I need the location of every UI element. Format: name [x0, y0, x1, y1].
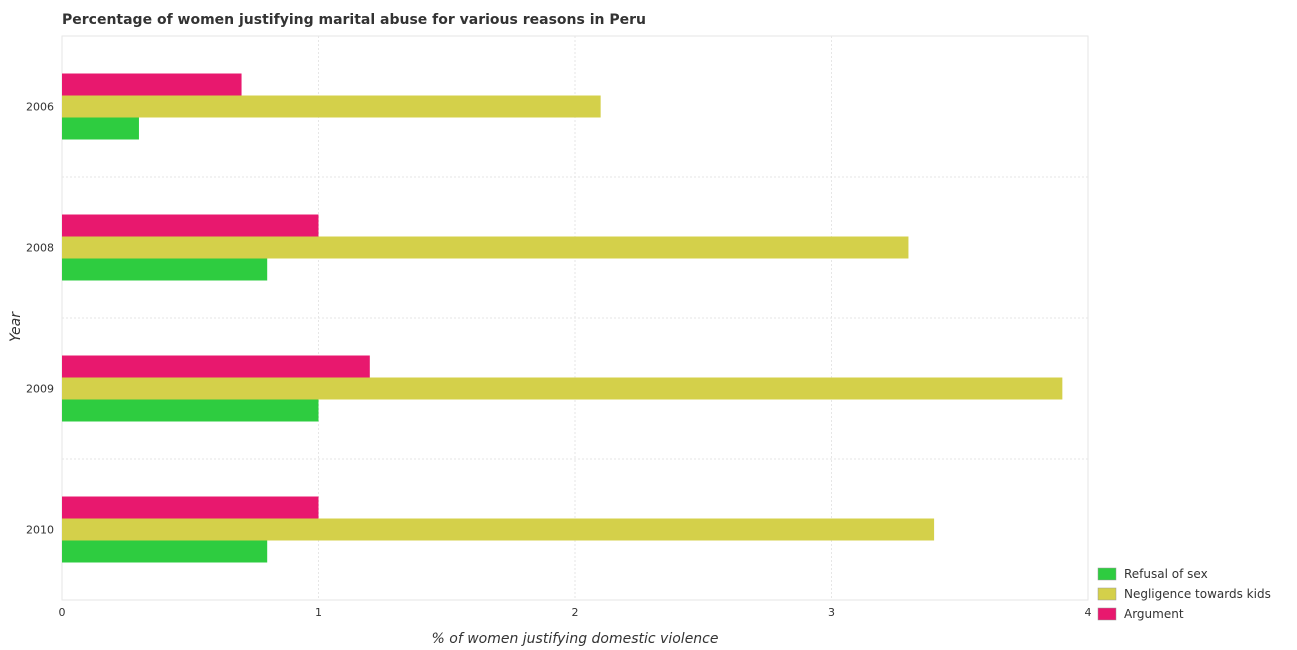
y-tick-label: 2009: [26, 383, 54, 396]
x-tick-label: 4: [1085, 606, 1092, 619]
bar-refusal-of-sex-2010: [62, 540, 268, 563]
y-tick-label: 2008: [26, 242, 54, 255]
legend-label: Argument: [1124, 607, 1184, 621]
bar-argument-2008: [62, 214, 319, 237]
bar-negligence-towards-kids-2008: [62, 236, 909, 259]
y-tick-label: 2010: [26, 524, 54, 537]
legend-label: Negligence towards kids: [1124, 587, 1271, 601]
bar-refusal-of-sex-2008: [62, 258, 268, 281]
bar-argument-2006: [62, 73, 242, 96]
y-axis-label: Year: [8, 311, 24, 342]
y-tick-label: 2006: [26, 101, 54, 114]
bar-negligence-towards-kids-2010: [62, 518, 935, 541]
legend: Refusal of sex Negligence towards kids Arg…: [1097, 567, 1271, 621]
bar-refusal-of-sex-2009: [62, 399, 319, 422]
x-ticks: 0 1 2 3 4: [59, 606, 1092, 619]
legend-label: Refusal of sex: [1124, 567, 1208, 581]
chart-title: Percentage of women justifying marital a…: [62, 12, 646, 28]
legend-swatch: [1097, 587, 1117, 601]
x-axis-label: % of women justifying domestic violence: [432, 631, 719, 647]
bar-negligence-towards-kids-2009: [62, 377, 1063, 400]
bar-negligence-towards-kids-2006: [62, 95, 601, 118]
y-ticks: 2006 2008 2009 2010: [26, 101, 54, 537]
bar-argument-2009: [62, 355, 370, 378]
x-tick-label: 0: [59, 606, 66, 619]
x-tick-label: 2: [572, 606, 579, 619]
legend-swatch: [1097, 607, 1117, 621]
bar-argument-2010: [62, 496, 319, 519]
legend-swatch: [1097, 567, 1117, 581]
bar-refusal-of-sex-2006: [62, 117, 139, 140]
bars: [62, 73, 1063, 563]
x-tick-label: 1: [315, 606, 322, 619]
x-tick-label: 3: [828, 606, 835, 619]
